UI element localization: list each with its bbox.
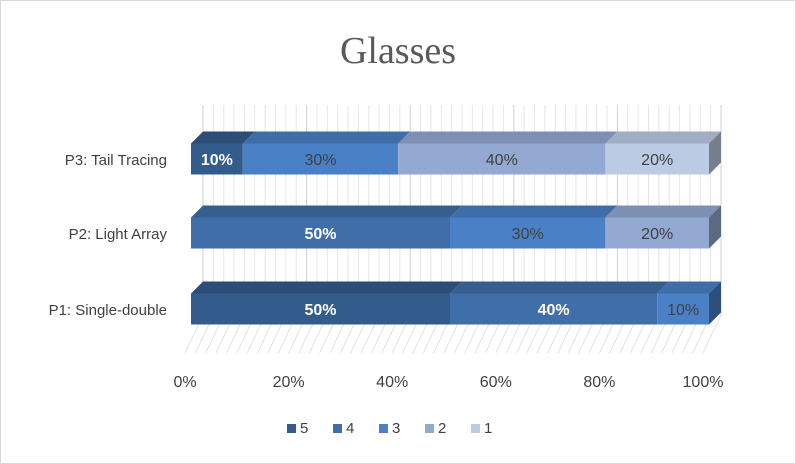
data-label: 50% — [304, 226, 336, 243]
bar-series-3-2 — [450, 217, 606, 249]
bar-side-face — [709, 205, 721, 249]
bars — [191, 131, 721, 325]
bar-top-face — [605, 205, 721, 218]
data-labels: 50% 40% 10% 50% 30% 20% 10% 30% 40% 20% — [201, 152, 699, 319]
bar-top-face — [398, 131, 618, 144]
gridline-floor — [702, 314, 722, 354]
data-label: 10% — [667, 302, 699, 319]
legend: 5 4 3 2 1 — [287, 420, 492, 437]
category-label: P1: Single-double — [49, 302, 167, 319]
category-label: P3: Tail Tracing — [65, 152, 167, 169]
data-label: 30% — [304, 152, 336, 169]
legend-swatch-1 — [471, 424, 480, 433]
x-tick-label: 80% — [583, 374, 615, 391]
data-label: 20% — [641, 152, 673, 169]
x-tick-label: 40% — [376, 374, 408, 391]
legend-swatch-5 — [287, 424, 296, 433]
category-labels: P1: Single-double P2: Light Array P3: Tail… — [49, 152, 168, 319]
bar-series-2-2 — [605, 217, 709, 249]
legend-label-2: 2 — [438, 420, 446, 437]
bar-side-face — [709, 281, 721, 325]
data-label: 30% — [512, 226, 544, 243]
data-label: 10% — [201, 152, 233, 169]
legend-label-4: 4 — [346, 420, 354, 437]
x-tick-label: 0% — [173, 374, 196, 391]
bar-top-face — [191, 205, 462, 218]
category-label: P2: Light Array — [69, 226, 168, 243]
data-label: 50% — [304, 302, 336, 319]
bar-series-4-1 — [450, 293, 658, 325]
bar-top-face — [605, 131, 721, 144]
x-tick-label: 100% — [683, 374, 724, 391]
bar-series-3-3 — [242, 143, 399, 175]
legend-swatch-4 — [333, 424, 342, 433]
x-tick-label: 20% — [273, 374, 305, 391]
bar-top-face — [450, 281, 670, 294]
bar-series-5-3 — [191, 143, 243, 175]
data-label: 40% — [486, 152, 518, 169]
bar-series-1-3 — [605, 143, 709, 175]
x-axis-ticks: 0% 20% 40% 60% 80% 100% — [173, 374, 723, 391]
bar-top-face — [191, 131, 255, 144]
bar-series-2-3 — [398, 143, 606, 175]
bar-series-3-1 — [657, 293, 709, 325]
bar-side-face — [709, 131, 721, 175]
bar-top-face — [242, 131, 411, 144]
data-label: 40% — [538, 302, 570, 319]
legend-label-3: 3 — [392, 420, 400, 437]
bar-top-face — [191, 281, 462, 294]
bar-series-5-1 — [191, 293, 450, 325]
data-label: 20% — [641, 226, 673, 243]
bar-top-face — [657, 281, 721, 294]
legend-label-1: 1 — [484, 420, 492, 437]
x-tick-label: 60% — [480, 374, 512, 391]
legend-label-5: 5 — [300, 420, 308, 437]
legend-swatch-3 — [379, 424, 388, 433]
legend-swatch-2 — [425, 424, 434, 433]
bar-top-face — [450, 205, 618, 218]
chart-title: Glasses — [340, 30, 456, 72]
bar-series-4-2 — [191, 217, 450, 249]
